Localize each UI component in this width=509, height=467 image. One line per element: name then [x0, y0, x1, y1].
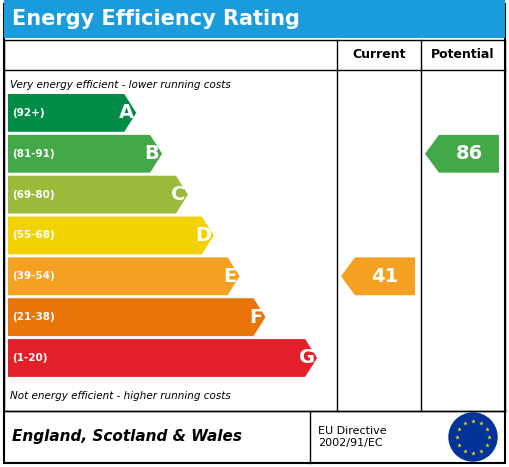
Text: Current: Current — [352, 49, 406, 62]
Polygon shape — [8, 135, 162, 173]
Text: Energy Efficiency Rating: Energy Efficiency Rating — [12, 9, 300, 29]
Text: Not energy efficient - higher running costs: Not energy efficient - higher running co… — [10, 391, 231, 401]
Polygon shape — [8, 176, 188, 213]
Text: England, Scotland & Wales: England, Scotland & Wales — [12, 430, 242, 445]
Polygon shape — [425, 135, 499, 173]
Polygon shape — [8, 257, 240, 295]
Text: (21-38): (21-38) — [12, 312, 55, 322]
Text: F: F — [249, 308, 262, 326]
Text: (92+): (92+) — [12, 108, 45, 118]
Text: 86: 86 — [456, 144, 483, 163]
Text: A: A — [119, 103, 134, 122]
Text: (69-80): (69-80) — [12, 190, 54, 199]
Polygon shape — [8, 94, 136, 132]
Text: (39-54): (39-54) — [12, 271, 55, 281]
Circle shape — [449, 413, 497, 461]
Text: EU Directive
2002/91/EC: EU Directive 2002/91/EC — [318, 426, 387, 448]
Bar — [4, 0, 505, 38]
Polygon shape — [341, 257, 415, 295]
Text: 41: 41 — [372, 267, 399, 286]
Text: Potential: Potential — [431, 49, 495, 62]
Polygon shape — [8, 339, 317, 377]
Text: D: D — [196, 226, 212, 245]
Polygon shape — [8, 298, 266, 336]
Text: (1-20): (1-20) — [12, 353, 47, 363]
Text: E: E — [223, 267, 236, 286]
Text: B: B — [145, 144, 159, 163]
Text: (81-91): (81-91) — [12, 149, 54, 159]
Text: (55-68): (55-68) — [12, 230, 55, 241]
Text: G: G — [299, 348, 315, 368]
Text: Very energy efficient - lower running costs: Very energy efficient - lower running co… — [10, 80, 231, 90]
Text: C: C — [171, 185, 185, 204]
Polygon shape — [8, 217, 214, 255]
